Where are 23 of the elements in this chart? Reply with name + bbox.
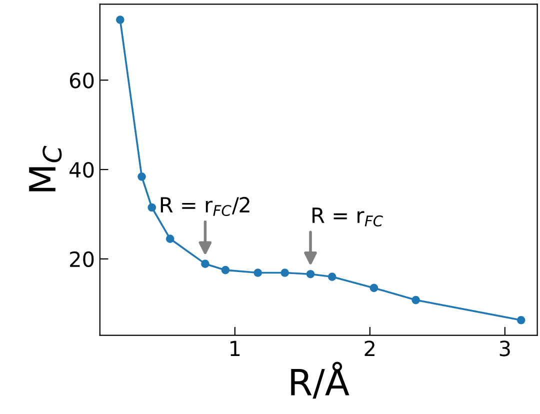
y-tick-label: 60 [70,72,94,88]
point [116,16,124,24]
point [201,260,210,268]
point [280,268,290,277]
point [516,316,526,324]
annotation: R = r$_{FC}$/2 [160,196,250,216]
point [370,284,378,292]
x-tick-label: 3 [500,340,510,356]
point [138,172,146,181]
x-axis-title: R/Å [291,362,350,399]
x-tick-label: 2 [364,340,374,356]
y-tick-label: 40 [70,162,94,178]
y-axis-title: M$_{C}$ [29,146,62,192]
point [306,270,315,278]
annotation: R = r$_{FC}$ [312,208,383,226]
point [254,268,262,277]
x-tick-label: 1 [230,340,240,356]
point [412,296,420,304]
point [221,266,230,274]
y-tick-label: 20 [70,251,94,268]
point [166,234,174,243]
point [328,272,336,281]
point [148,203,156,212]
